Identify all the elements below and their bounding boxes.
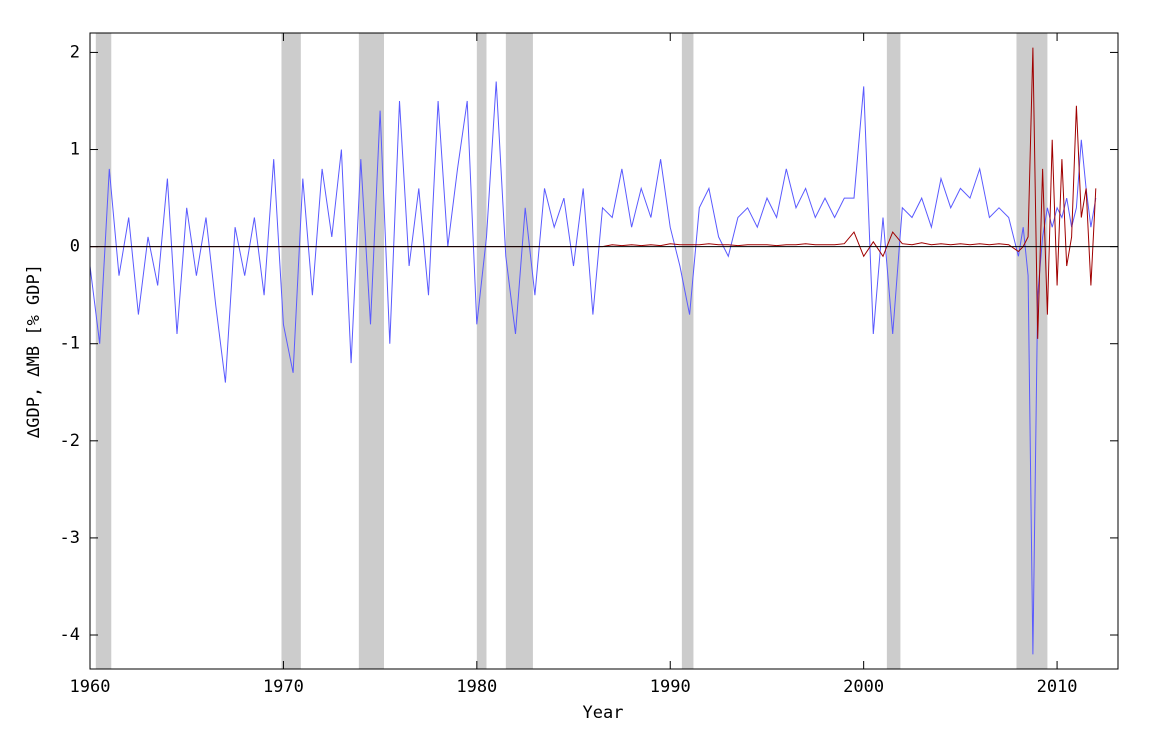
recession-band	[505, 33, 533, 669]
x-tick-label: 1990	[650, 677, 691, 697]
y-axis-label: ∆GDP, ∆MB [% GDP]	[24, 264, 44, 439]
recession-band	[476, 33, 487, 669]
y-tick-label: -4	[60, 625, 80, 645]
y-tick-label: -1	[60, 334, 80, 354]
y-tick-label: 0	[70, 237, 80, 257]
x-tick-label: 2010	[1037, 677, 1078, 697]
recession-band	[95, 33, 112, 669]
x-tick-label: 1960	[70, 677, 111, 697]
plot-frame	[89, 32, 1119, 670]
x-tick-label: 2000	[843, 677, 884, 697]
y-tick-label: 1	[70, 140, 80, 160]
recession-band	[281, 33, 301, 669]
y-tick-label: 2	[70, 42, 80, 62]
recession-band	[886, 33, 901, 669]
y-tick-label: -3	[60, 528, 80, 548]
data-line	[90, 47, 1097, 339]
data-line	[89, 81, 1097, 655]
recession-band	[681, 33, 694, 669]
y-tick-label: -2	[60, 431, 80, 451]
x-tick-label: 1980	[456, 677, 497, 697]
x-tick-label: 1970	[263, 677, 304, 697]
x-axis-label: Year	[583, 703, 624, 723]
recession-band	[358, 33, 384, 669]
